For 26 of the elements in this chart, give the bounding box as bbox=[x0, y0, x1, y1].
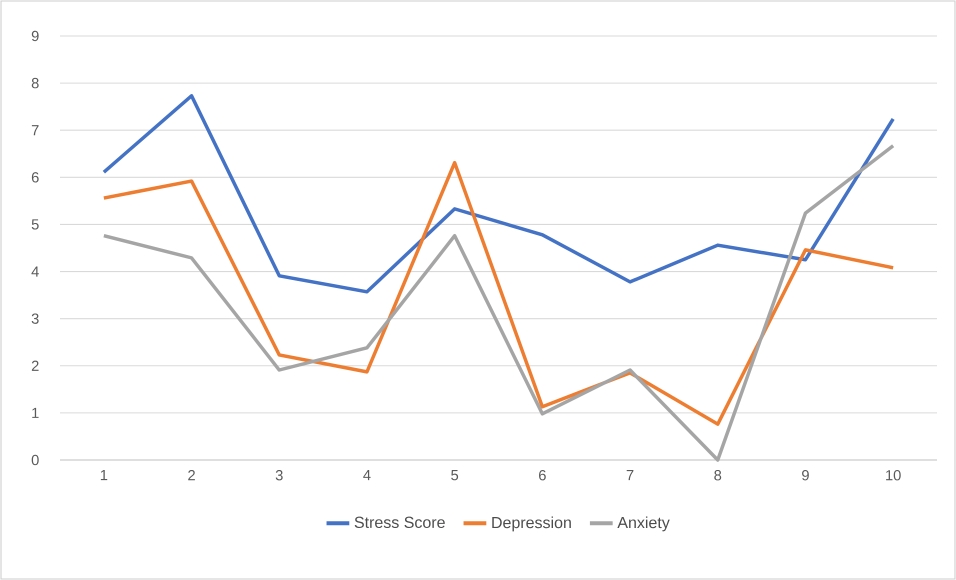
line-series bbox=[102, 144, 895, 462]
line-series bbox=[102, 160, 895, 426]
legend-label: Anxiety bbox=[617, 516, 670, 532]
y-tick-label: 1 bbox=[32, 408, 39, 418]
y-tick-label: 7 bbox=[32, 125, 39, 136]
y-tick-label: 0 bbox=[32, 454, 39, 466]
y-tick-label: 2 bbox=[32, 360, 39, 371]
x-tick-label: 6 bbox=[539, 470, 546, 480]
legend-label: Depression bbox=[492, 516, 571, 532]
x-tick-label: 7 bbox=[626, 470, 634, 480]
y-tick-label: 3 bbox=[32, 313, 39, 324]
x-tick-label: 2 bbox=[188, 470, 195, 480]
y-tick-label: 6 bbox=[32, 172, 39, 183]
y-tick-label: 5 bbox=[32, 219, 39, 230]
y-tick-label: 8 bbox=[32, 78, 39, 88]
y-tick-label: 9 bbox=[32, 30, 39, 42]
x-tick-label: 1 bbox=[100, 470, 108, 480]
legend-label: Stress Score bbox=[354, 516, 445, 528]
x-tick-label: 9 bbox=[802, 470, 809, 480]
x-tick-label: 3 bbox=[276, 470, 283, 480]
x-tick-label: 8 bbox=[714, 470, 722, 480]
x-tick-label: 10 bbox=[886, 470, 901, 480]
line-series bbox=[102, 94, 895, 294]
x-tick-label: 5 bbox=[451, 470, 458, 480]
y-tick-label: 4 bbox=[31, 266, 39, 277]
x-tick-label: 4 bbox=[363, 470, 371, 480]
